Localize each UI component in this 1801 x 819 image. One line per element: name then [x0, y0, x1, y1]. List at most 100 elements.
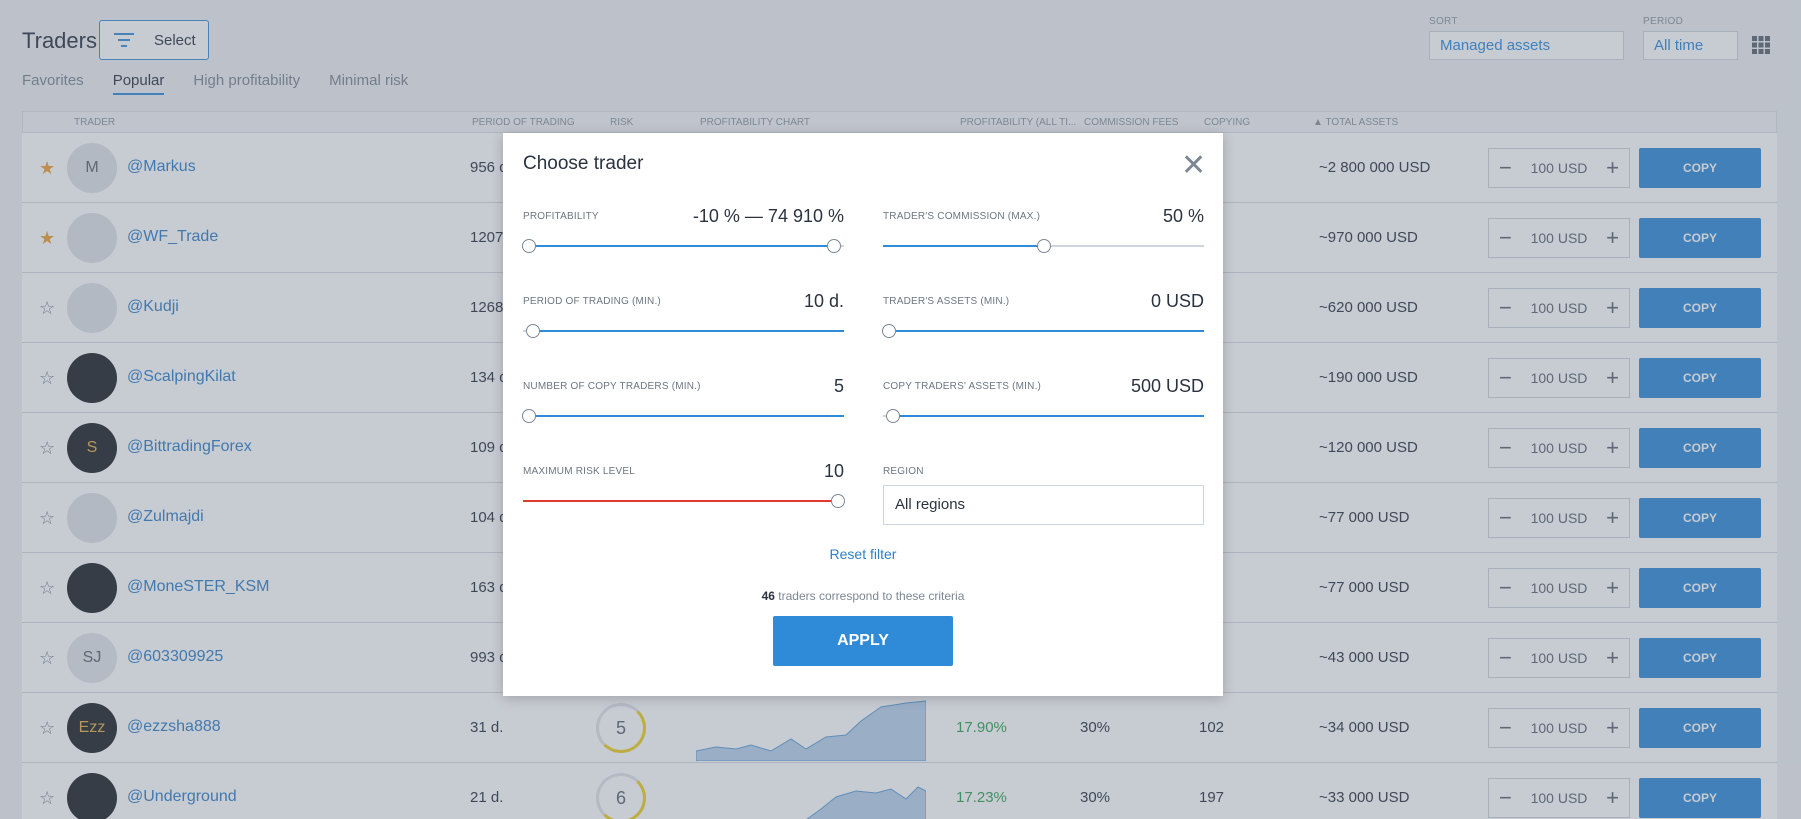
plus-icon[interactable]: + [1606, 365, 1619, 390]
copy-traders-handle[interactable] [522, 409, 537, 423]
favorite-star-icon[interactable]: ☆ [39, 298, 56, 318]
trader-name[interactable]: @Underground [127, 788, 237, 805]
col-trader[interactable]: TRADER [74, 117, 116, 128]
amount-value[interactable]: 100 USD [1530, 720, 1588, 736]
minus-icon[interactable]: − [1499, 295, 1512, 320]
favorite-star-icon[interactable]: ☆ [39, 508, 56, 528]
favorite-star-icon[interactable]: ★ [39, 228, 56, 248]
table-row[interactable]: ☆ Ezz @ezzsha888 31 d. 5 17.90% 30% 102 ~34 000 … [22, 693, 1777, 763]
avatar-initials: M [85, 159, 99, 176]
plus-icon[interactable]: + [1606, 225, 1619, 250]
copy-button[interactable]: COPY [1639, 708, 1761, 748]
plus-icon[interactable]: + [1606, 715, 1619, 740]
plus-icon[interactable]: + [1606, 575, 1619, 600]
minus-icon[interactable]: − [1499, 225, 1512, 250]
col-copying[interactable]: COPYING [1204, 117, 1251, 128]
grid-view-icon[interactable] [1752, 36, 1770, 54]
plus-icon[interactable]: + [1606, 155, 1619, 180]
minus-icon[interactable]: − [1499, 715, 1512, 740]
copy-button[interactable]: COPY [1639, 498, 1761, 538]
col-profitability[interactable]: PROFITABILITY (ALL TI... [960, 117, 1077, 128]
amount-value[interactable]: 100 USD [1530, 790, 1588, 806]
favorite-star-icon[interactable]: ★ [39, 158, 56, 178]
trader-name[interactable]: @ezzsha888 [127, 718, 221, 735]
amount-value[interactable]: 100 USD [1530, 440, 1588, 456]
plus-icon[interactable]: + [1606, 785, 1619, 810]
profitability-min-handle[interactable] [522, 239, 537, 253]
apply-button[interactable]: APPLY [773, 616, 953, 666]
favorite-star-icon[interactable]: ☆ [39, 368, 56, 388]
copy-button[interactable]: COPY [1639, 428, 1761, 468]
trader-name[interactable]: @Kudji [127, 298, 179, 315]
tab-high-profitability[interactable]: High profitability [193, 72, 301, 89]
minus-icon[interactable]: − [1499, 155, 1512, 180]
tab-favorites[interactable]: Favorites [22, 72, 84, 89]
amount-value[interactable]: 100 USD [1530, 230, 1588, 246]
tab-popular[interactable]: Popular [112, 72, 165, 95]
copy-button[interactable]: COPY [1639, 288, 1761, 328]
plus-icon[interactable]: + [1606, 435, 1619, 460]
copy-button[interactable]: COPY [1639, 358, 1761, 398]
minus-icon[interactable]: − [1499, 645, 1512, 670]
col-total-assets[interactable]: ▲ TOTAL ASSETS [1313, 117, 1399, 128]
amount-value[interactable]: 100 USD [1530, 370, 1588, 386]
assets-handle[interactable] [882, 324, 897, 338]
amount-value[interactable]: 100 USD [1530, 510, 1588, 526]
copy-button[interactable]: COPY [1639, 568, 1761, 608]
amount-value[interactable]: 100 USD [1530, 300, 1588, 316]
select-filter-button[interactable]: Select [99, 20, 209, 60]
copy-assets-handle[interactable] [885, 409, 900, 423]
trading-period: 104 d [470, 509, 508, 526]
commission-handle[interactable] [1036, 239, 1051, 253]
reset-filter-link[interactable]: Reset filter [829, 546, 897, 562]
trader-name[interactable]: @WF_Trade [127, 228, 219, 245]
avatar [67, 353, 117, 403]
col-risk[interactable]: RISK [610, 117, 634, 128]
region-select[interactable]: All regions [883, 485, 1204, 525]
trading-period: 109 d [470, 439, 508, 456]
copy-button[interactable]: COPY [1639, 778, 1761, 818]
close-icon[interactable]: ✕ [1181, 149, 1207, 182]
favorite-star-icon[interactable]: ☆ [39, 438, 56, 458]
favorite-star-icon[interactable]: ☆ [39, 648, 56, 668]
avatar-initials: SJ [82, 649, 102, 666]
favorite-star-icon[interactable]: ☆ [39, 718, 56, 738]
minus-icon[interactable]: − [1499, 785, 1512, 810]
criteria-text: traders correspond to these criteria [778, 589, 965, 603]
copy-button[interactable]: COPY [1639, 218, 1761, 258]
trader-name[interactable]: @MoneSTER_KSM [127, 578, 270, 595]
amount-value[interactable]: 100 USD [1530, 580, 1588, 596]
favorite-star-icon[interactable]: ☆ [39, 788, 56, 808]
copy-assets-label: COPY TRADERS' ASSETS (MIN.) [883, 381, 1042, 392]
plus-icon[interactable]: + [1606, 505, 1619, 530]
plus-icon[interactable]: + [1606, 645, 1619, 670]
amount-value[interactable]: 100 USD [1530, 160, 1588, 176]
minus-icon[interactable]: − [1499, 505, 1512, 530]
col-period[interactable]: PERIOD OF TRADING [472, 117, 575, 128]
col-commission[interactable]: COMMISSION FEES [1084, 117, 1179, 128]
trader-name[interactable]: @603309925 [127, 648, 224, 665]
period-handle[interactable] [525, 324, 540, 338]
minus-icon[interactable]: − [1499, 435, 1512, 460]
copying-count: 197 [1199, 789, 1225, 806]
table-row[interactable]: ☆ @Underground 21 d. 6 17.23% 30% 197 ~33 000 U… [22, 763, 1777, 819]
plus-icon[interactable]: + [1606, 295, 1619, 320]
risk-label: MAXIMUM RISK LEVEL [523, 466, 635, 477]
trader-name[interactable]: @Zulmajdi [127, 508, 204, 525]
profitability-max-handle[interactable] [827, 239, 842, 253]
sort-select[interactable]: Managed assets [1429, 31, 1624, 60]
amount-value[interactable]: 100 USD [1530, 650, 1588, 666]
tab-minimal-risk[interactable]: Minimal risk [329, 72, 409, 89]
risk-handle[interactable] [830, 494, 845, 508]
minus-icon[interactable]: − [1499, 365, 1512, 390]
trader-name[interactable]: @ScalpingKilat [127, 368, 236, 385]
copy-button[interactable]: COPY [1639, 638, 1761, 678]
trader-name[interactable]: @Markus [127, 158, 196, 175]
region-label: REGION [883, 466, 924, 477]
trader-name[interactable]: @BittradingForex [127, 438, 252, 455]
table-header: TRADER PERIOD OF TRADING RISK PROFITABIL… [22, 111, 1777, 133]
minus-icon[interactable]: − [1499, 575, 1512, 600]
favorite-star-icon[interactable]: ☆ [39, 578, 56, 598]
copy-button[interactable]: COPY [1639, 148, 1761, 188]
period-select[interactable]: All time [1643, 31, 1738, 60]
